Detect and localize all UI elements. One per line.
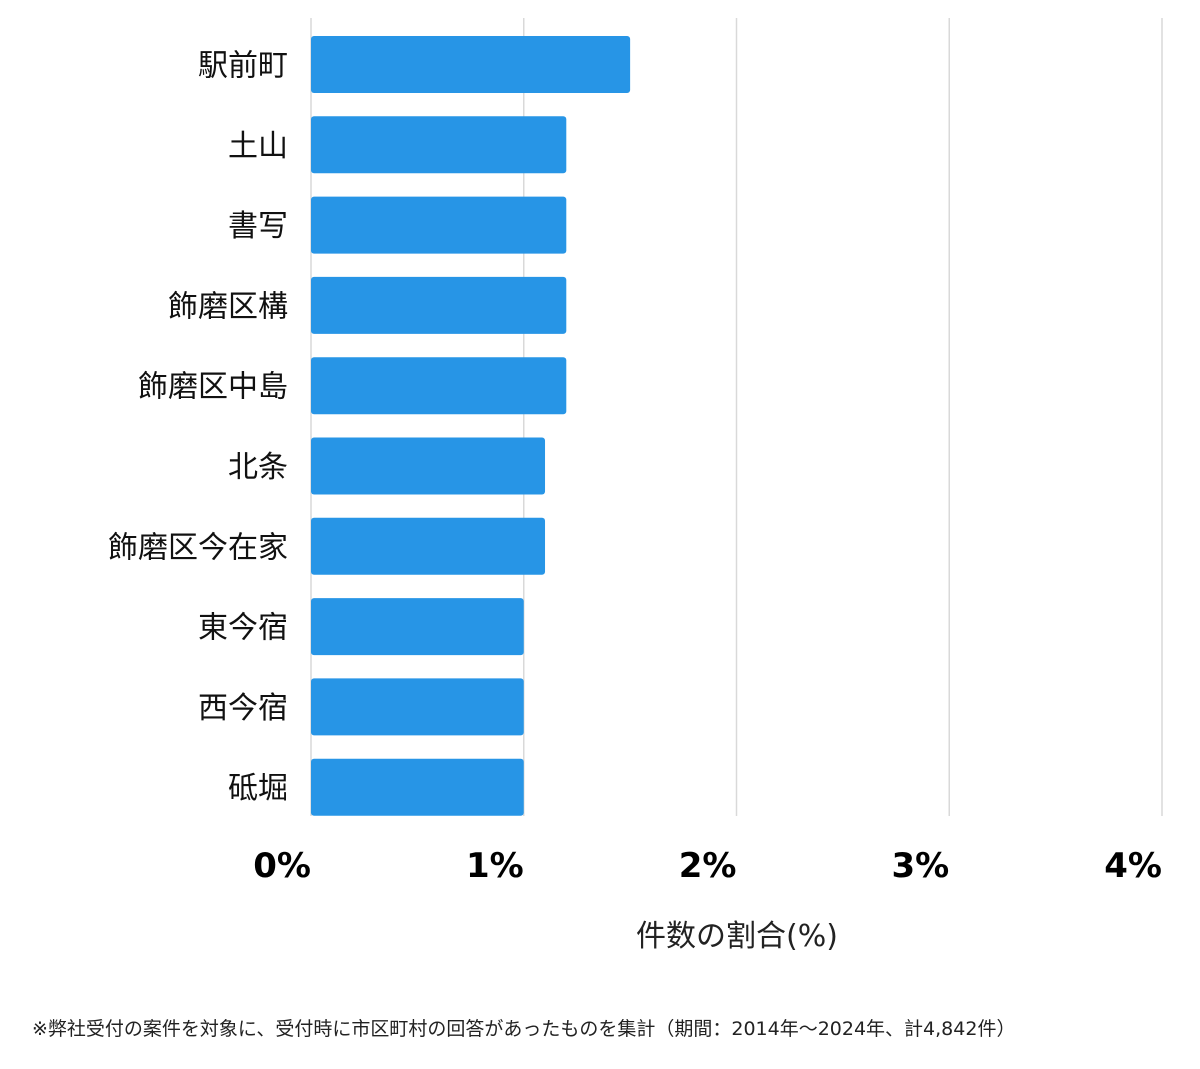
bar bbox=[311, 357, 567, 415]
bar bbox=[311, 758, 524, 816]
x-tick-label: 1% bbox=[466, 846, 524, 886]
x-tick-label: 4% bbox=[1104, 846, 1162, 886]
category-label: 飾磨区中島 bbox=[138, 370, 288, 405]
category-label: 土山 bbox=[228, 129, 288, 164]
bar bbox=[311, 36, 631, 93]
category-label: 東今宿 bbox=[198, 611, 288, 646]
bars bbox=[311, 36, 631, 816]
bar bbox=[311, 437, 546, 495]
x-tick-label: 2% bbox=[679, 846, 737, 886]
category-label: 書写 bbox=[228, 209, 288, 244]
category-label: 飾磨区今在家 bbox=[108, 530, 288, 565]
footnote: ※弊社受付の案件を対象に、受付時に市区町村の回答があったものを集計（期間：201… bbox=[32, 1018, 1016, 1040]
bar bbox=[311, 276, 567, 334]
category-label: 北条 bbox=[228, 450, 288, 485]
category-label: 飾磨区構 bbox=[168, 289, 288, 324]
category-label: 駅前町 bbox=[198, 49, 288, 84]
x-axis-title: 件数の割合(%) bbox=[636, 919, 838, 954]
bar bbox=[311, 196, 567, 254]
bar bbox=[311, 517, 546, 575]
bar bbox=[311, 598, 524, 656]
bar bbox=[311, 678, 524, 736]
category-label: 砥堀 bbox=[228, 771, 288, 806]
category-label: 西今宿 bbox=[198, 691, 288, 726]
x-tick-label: 3% bbox=[892, 846, 950, 886]
bar bbox=[311, 116, 567, 174]
x-tick-label: 0% bbox=[253, 846, 311, 886]
x-tick-labels: 0% 1% 2% 3% 4% bbox=[253, 846, 1162, 886]
